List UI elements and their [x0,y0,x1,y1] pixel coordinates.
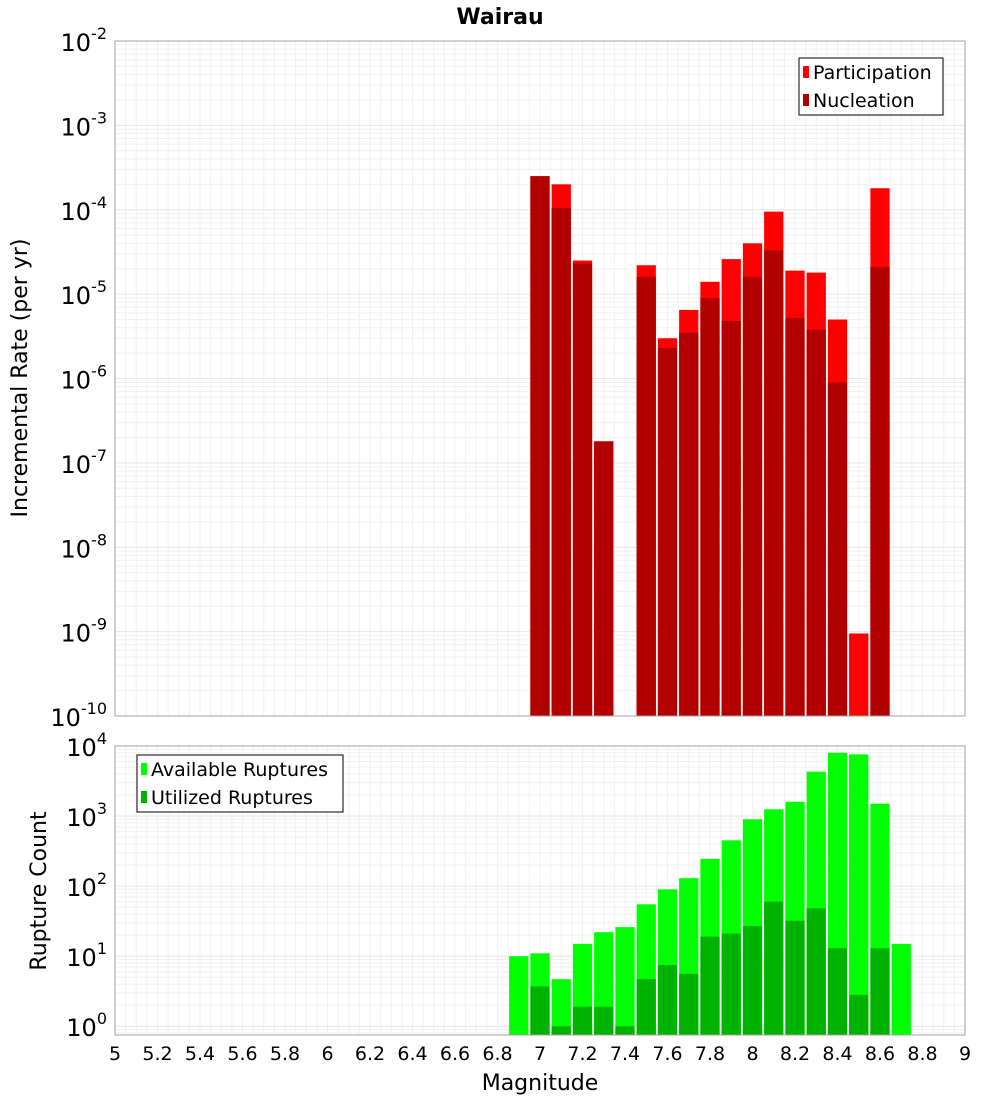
bottom-y-axis-label: Rupture Count [27,811,52,971]
utilized-ruptures-bar [764,901,784,1035]
plot-frame [114,40,966,717]
utilized-ruptures-bar [827,948,848,1035]
x-tick-label: 6.2 [355,1043,385,1065]
available-ruptures-bar [551,979,571,1035]
legend-entry-label: Nucleation [813,90,915,112]
legend-box [136,754,344,813]
y-tick-label: 103 [66,799,107,832]
y-tick-label: 10-7 [61,446,108,479]
legend-entry-label: Utilized Ruptures [151,787,313,809]
utilized-ruptures-bar [870,948,890,1035]
utilized-ruptures-bar [806,908,826,1035]
nucleation-bar [742,276,763,716]
x-tick-label: 5.6 [227,1043,257,1065]
utilized-ruptures-bar [657,964,678,1035]
utilized-ruptures-bar [615,1026,635,1035]
utilized-ruptures-bar [785,920,805,1035]
nucleation-bar [870,266,890,716]
nucleation-bar [572,263,593,716]
bottom-plot-area: 100 101 102 103 104 Available Ruptures Utilize… [66,729,971,1065]
utilized-ruptures-bar [742,925,763,1035]
y-tick-label: 104 [66,729,107,762]
nucleation-bar [657,347,678,716]
y-tick-label: 102 [66,869,107,902]
available-ruptures-bar [891,943,911,1035]
x-tick-label: 7.8 [695,1043,725,1065]
x-tick-label: 8.8 [907,1043,937,1065]
nucleation-bar [594,441,614,716]
nucleation-bar [806,329,826,716]
x-tick-label: 8.6 [865,1043,895,1065]
x-tick-label: 6 [321,1043,333,1065]
chart-title: Wairau [456,5,543,30]
nucleation-bar [551,207,571,716]
utilized-ruptures-bar [530,986,550,1035]
y-tick-label: 10-5 [61,277,108,310]
y-tick-label: 101 [66,939,107,972]
legend: Participation Nucleation [798,57,944,116]
x-tick-label: 7.4 [610,1043,640,1065]
y-tick-label: 10-8 [61,530,108,563]
utilized-ruptures-bar [636,979,656,1035]
y-tick-label: 100 [66,1009,107,1042]
x-tick-label: 5.2 [142,1043,172,1065]
nucleation-bar [530,176,550,716]
available-ruptures-bar [615,927,635,1035]
y-tick-label: 10-2 [61,24,108,57]
x-tick-label: 7.2 [567,1043,597,1065]
x-tick-label: 8 [746,1043,758,1065]
top-plot-area: 10-10 10-9 10-8 10-7 10-6 10-5 10-4 10-3 10-2 Par… [50,24,966,732]
nucleation-bar [636,276,656,716]
legend-swatch [141,763,147,775]
utilized-ruptures-bar [721,933,741,1035]
nucleation-bar [700,297,720,716]
utilized-ruptures-bar [700,936,720,1035]
nucleation-bar [679,332,699,716]
utilized-ruptures-bar [594,1006,614,1035]
x-tick-label: 5.8 [270,1043,300,1065]
utilized-ruptures-bar [679,973,699,1035]
x-tick-label: 7 [534,1043,546,1065]
y-tick-label: 10-3 [61,108,108,141]
legend-swatch [803,66,809,78]
x-tick-label: 6.4 [397,1043,427,1065]
y-tick-label: 10-10 [50,699,107,732]
available-ruptures-bar [849,754,869,1035]
legend-box [798,57,944,116]
nucleation-bar [785,318,805,716]
y-tick-label: 10-4 [61,193,108,226]
top-y-axis-label: Incremental Rate (per yr) [8,239,33,518]
x-axis-label: Magnitude [482,1071,599,1096]
available-ruptures-bar [509,956,529,1035]
nucleation-bar [827,382,848,716]
x-tick-label: 5 [109,1043,121,1065]
participation-bar [849,633,869,716]
legend-entry-label: Available Ruptures [151,759,328,781]
legend-entry-label: Participation [813,62,932,84]
nucleation-bar [764,250,784,717]
x-tick-label: 6.6 [440,1043,470,1065]
nucleation-bar [721,321,741,716]
utilized-ruptures-bar [572,1006,593,1035]
y-tick-label: 10-6 [61,362,108,395]
legend-swatch [803,94,809,106]
x-tick-label: 8.2 [780,1043,810,1065]
y-tick-label: 10-9 [61,615,108,648]
legend-swatch [141,791,147,803]
plot-frame [114,745,966,1036]
x-tick-label: 5.4 [185,1043,215,1065]
utilized-ruptures-bar [849,994,869,1035]
x-tick-label: 8.4 [822,1043,852,1065]
x-tick-label: 9 [959,1043,971,1065]
legend: Available Ruptures Utilized Ruptures [136,754,344,813]
utilized-ruptures-bar [551,1026,571,1035]
x-tick-label: 7.6 [652,1043,682,1065]
x-tick-label: 6.8 [482,1043,512,1065]
